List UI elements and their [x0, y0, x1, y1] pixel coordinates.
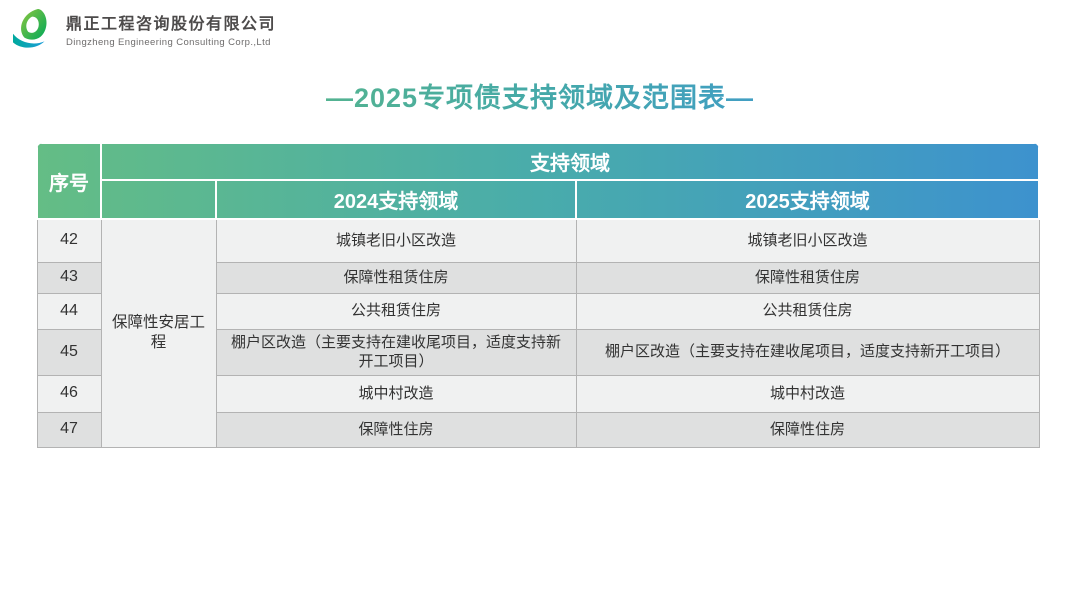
logo: 鼎正工程咨询股份有限公司 Dingzheng Engineering Consu…: [10, 8, 276, 55]
cell-no: 45: [36, 328, 102, 376]
support-areas-table-wrapper: 序号 支持领域 2024支持领域 2025支持领域 42 保障性安居工程 城镇老…: [36, 142, 1041, 448]
support-areas-table: 序号 支持领域 2024支持领域 2025支持领域 42 保障性安居工程 城镇老…: [36, 142, 1041, 448]
col-header-2025: 2025支持领域: [574, 179, 1041, 220]
cell-no: 46: [36, 374, 102, 413]
table-row: 47 保障性住房 保障性住房: [36, 411, 1040, 448]
cell-2025: 城中村改造: [575, 374, 1040, 413]
table-row: 43 保障性租赁住房 保障性租赁住房: [36, 261, 1040, 294]
col-header-2024: 2024支持领域: [215, 179, 577, 220]
cell-2024: 保障性住房: [215, 411, 577, 448]
table-header: 序号 支持领域 2024支持领域 2025支持领域: [36, 142, 1041, 220]
col-header-index: 序号: [36, 142, 102, 220]
cell-no: 43: [36, 261, 102, 294]
cell-no: 42: [36, 218, 102, 263]
cell-2025: 保障性住房: [575, 411, 1040, 448]
company-logo-icon: [10, 8, 58, 55]
cell-no: 44: [36, 292, 102, 330]
company-name-en: Dingzheng Engineering Consulting Corp.,L…: [66, 36, 271, 48]
page-title: —2025专项债支持领域及范围表—: [0, 76, 1080, 115]
col-header-group: 支持领域: [99, 142, 1041, 181]
cell-2024: 棚户区改造（主要支持在建收尾项目，适度支持新开工项目）: [215, 328, 577, 376]
table-row: 44 公共租赁住房 公共租赁住房: [36, 292, 1040, 330]
cell-2024: 保障性租赁住房: [215, 261, 577, 294]
cell-2025: 城镇老旧小区改造: [575, 218, 1040, 263]
cell-no: 47: [36, 411, 102, 448]
table-body: 42 保障性安居工程 城镇老旧小区改造 城镇老旧小区改造 43 保障性租赁住房 …: [36, 218, 1040, 448]
cell-category: 保障性安居工程: [100, 218, 217, 448]
cell-2024: 城镇老旧小区改造: [215, 218, 577, 263]
table-row: 45 棚户区改造（主要支持在建收尾项目，适度支持新开工项目） 棚户区改造（主要支…: [36, 328, 1040, 376]
cell-2025: 公共租赁住房: [575, 292, 1040, 330]
cell-2024: 城中村改造: [215, 374, 577, 413]
table-row: 46 城中村改造 城中村改造: [36, 374, 1040, 413]
cell-2024: 公共租赁住房: [215, 292, 577, 330]
cell-2025: 棚户区改造（主要支持在建收尾项目，适度支持新开工项目）: [575, 328, 1040, 376]
col-header-category-spacer: [100, 179, 217, 220]
cell-2025: 保障性租赁住房: [575, 261, 1040, 294]
table-row: 42 保障性安居工程 城镇老旧小区改造 城镇老旧小区改造: [36, 218, 1040, 448]
company-name-cn: 鼎正工程咨询股份有限公司: [66, 16, 277, 34]
